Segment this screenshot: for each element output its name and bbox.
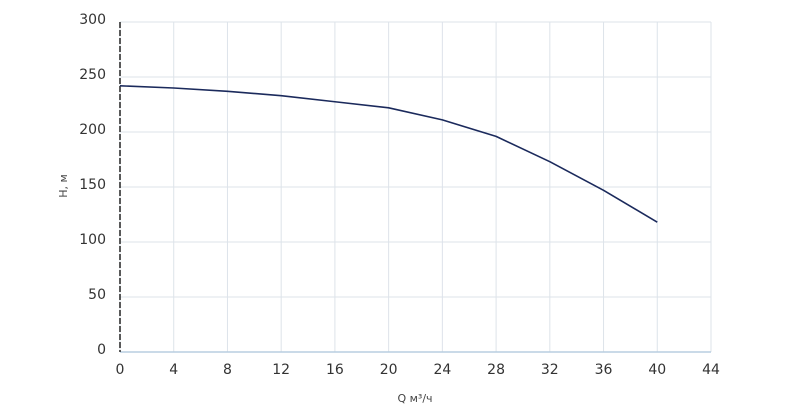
x-tick-label: 4 (169, 362, 178, 378)
y-tick-label: 250 (79, 67, 106, 83)
x-tick-label: 28 (487, 362, 505, 378)
x-tick-label: 24 (433, 362, 451, 378)
x-tick-label: 16 (326, 362, 344, 378)
y-tick-label: 50 (88, 287, 106, 303)
x-tick-label: 20 (380, 362, 398, 378)
x-tick-label: 12 (272, 362, 290, 378)
x-tick-label: 36 (595, 362, 613, 378)
x-tick-label: 0 (116, 362, 125, 378)
x-axis-title: Q м³/ч (397, 392, 432, 405)
y-tick-label: 200 (79, 122, 106, 138)
y-tick-label: 300 (79, 12, 106, 28)
y-axis-title: H, м (57, 174, 70, 198)
data-line (119, 85, 658, 223)
x-tick-label: 40 (648, 362, 666, 378)
x-tick-label: 44 (702, 362, 720, 378)
x-tick-label: 8 (223, 362, 232, 378)
y-tick-label: 100 (79, 232, 106, 248)
y-tick-label: 150 (79, 177, 106, 193)
x-tick-label: 32 (541, 362, 559, 378)
y-tick-label: 0 (97, 342, 106, 358)
